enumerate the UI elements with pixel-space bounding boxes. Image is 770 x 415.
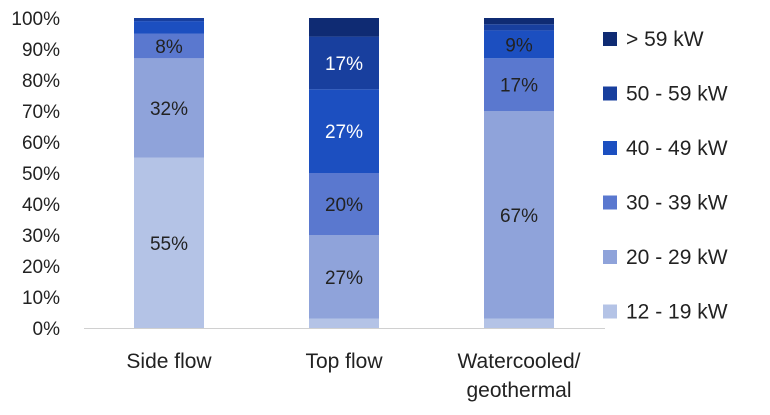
bar-segment xyxy=(484,58,554,111)
legend-item: 20 - 29 kW xyxy=(603,246,728,269)
y-tick-label: 90% xyxy=(22,40,60,61)
y-tick-label: 80% xyxy=(22,71,60,92)
legend-item: 12 - 19 kW xyxy=(603,301,728,324)
data-label: 27% xyxy=(325,122,363,143)
legend-label: 12 - 19 kW xyxy=(626,301,728,324)
legend-label: 40 - 49 kW xyxy=(626,137,728,160)
data-label: 8% xyxy=(155,37,183,58)
x-category-label: Watercooled/ xyxy=(458,350,581,373)
y-tick-label: 50% xyxy=(22,164,60,185)
bar-segment xyxy=(484,318,554,328)
legend-swatch xyxy=(603,195,617,210)
bar-segment xyxy=(134,157,204,328)
bar-segment xyxy=(134,21,204,34)
y-tick-label: 60% xyxy=(22,133,60,154)
bar-segment xyxy=(309,36,379,90)
legend-swatch xyxy=(603,250,617,264)
legend: > 59 kW 50 - 59 kW 40 - 49 kW 30 - 39 kW 20 … xyxy=(603,28,728,324)
legend-item: 30 - 39 kW xyxy=(603,192,728,215)
y-tick-label: 20% xyxy=(22,257,60,278)
bar-segment xyxy=(484,24,554,31)
bar-segment xyxy=(134,33,204,59)
y-tick-label: 0% xyxy=(33,319,61,340)
bar-segment xyxy=(134,58,204,158)
legend-item: > 59 kW xyxy=(603,28,704,51)
bar-segment xyxy=(309,18,379,37)
data-label: 20% xyxy=(325,195,363,216)
bar-stack: 55% 32% 8% xyxy=(134,18,204,328)
bar-segment xyxy=(309,173,379,235)
y-tick-label: 100% xyxy=(11,9,60,30)
data-label: 27% xyxy=(325,268,363,289)
y-tick-label: 10% xyxy=(22,288,60,309)
legend-item: 50 - 59 kW xyxy=(603,83,728,106)
data-label: 67% xyxy=(500,206,538,227)
x-category-label: Top flow xyxy=(305,350,383,373)
data-label: 9% xyxy=(505,35,533,56)
x-category-label: Side flow xyxy=(126,350,212,373)
data-label: 17% xyxy=(500,76,538,97)
bar-segment xyxy=(134,18,204,22)
bar-stack: 67% 17% 9% xyxy=(484,18,554,328)
bar-segment xyxy=(309,318,379,328)
legend-item: 40 - 49 kW xyxy=(603,137,728,160)
legend-swatch xyxy=(603,86,617,101)
bars: 55% 32% 8% 27% 20% 27% 17% 67% 17% 9% xyxy=(134,18,554,328)
bar-segment xyxy=(484,111,554,319)
legend-label: 20 - 29 kW xyxy=(626,246,728,269)
legend-label: > 59 kW xyxy=(626,28,704,51)
legend-label: 50 - 59 kW xyxy=(626,83,728,106)
y-tick-label: 70% xyxy=(22,102,60,123)
data-label: 55% xyxy=(150,234,188,255)
legend-swatch xyxy=(603,32,617,46)
x-category-label: geothermal xyxy=(466,379,571,402)
y-tick-label: 40% xyxy=(22,195,60,216)
bar-stack: 27% 20% 27% 17% xyxy=(309,18,379,328)
y-axis: 0% 10% 20% 30% 40% 50% 60% 70% 80% 90% 100% xyxy=(11,9,60,340)
data-label: 32% xyxy=(150,99,188,120)
bar-segment xyxy=(484,18,554,25)
bar-segment xyxy=(484,30,554,59)
bar-segment xyxy=(309,235,379,319)
legend-label: 30 - 39 kW xyxy=(626,192,728,215)
y-tick-label: 30% xyxy=(22,226,60,247)
bar-segment xyxy=(309,89,379,173)
x-axis: Side flow Top flow Watercooled/geothermal xyxy=(84,328,605,402)
legend-swatch xyxy=(603,141,617,155)
legend-swatch xyxy=(603,304,617,319)
data-label: 17% xyxy=(325,54,363,75)
